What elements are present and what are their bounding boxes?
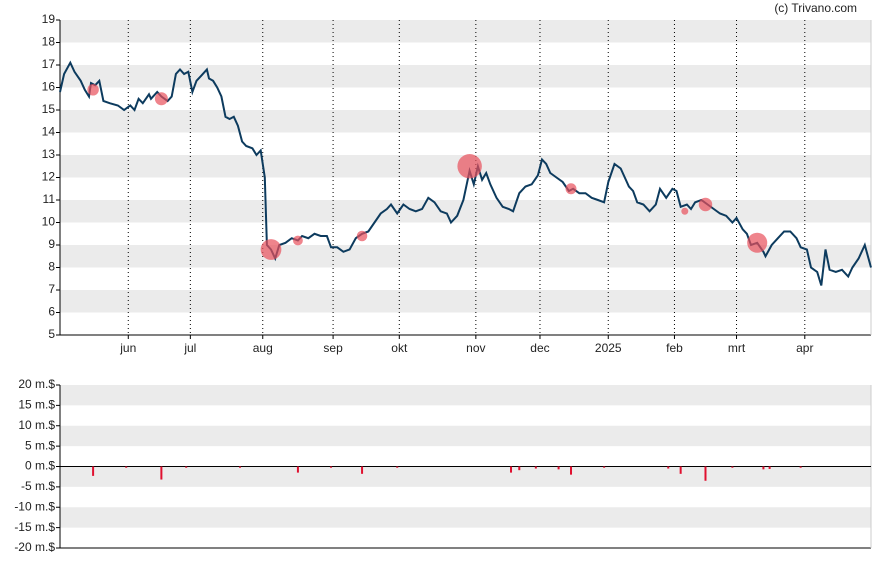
bubble bbox=[87, 84, 99, 96]
price-line bbox=[59, 60, 872, 286]
x-tick-label: mrt bbox=[728, 341, 746, 355]
band bbox=[60, 425, 871, 447]
bubble bbox=[292, 235, 303, 246]
bar bbox=[160, 466, 163, 480]
y-tick-label: 13 bbox=[42, 147, 56, 161]
bar bbox=[534, 466, 537, 469]
y-tick-label: 15 bbox=[42, 102, 56, 116]
bubble bbox=[681, 207, 689, 215]
x-tick-label: jun bbox=[119, 341, 136, 355]
bubble bbox=[356, 230, 368, 242]
y-tick-label: 16 bbox=[42, 80, 56, 94]
bar bbox=[396, 466, 399, 468]
x-tick-label: jul bbox=[183, 341, 196, 355]
y-tick-label: -15 m.$ bbox=[14, 520, 55, 534]
bar bbox=[603, 466, 606, 468]
x-tick-label: feb bbox=[666, 341, 683, 355]
x-tick-label: dec bbox=[530, 341, 549, 355]
bar bbox=[296, 466, 299, 473]
y-tick-label: 18 bbox=[42, 35, 56, 49]
bubble bbox=[698, 197, 713, 212]
y-tick-label: 20 m.$ bbox=[18, 377, 55, 391]
band bbox=[60, 20, 871, 43]
bar bbox=[510, 466, 513, 473]
bubble bbox=[747, 232, 768, 253]
band bbox=[60, 65, 871, 88]
band bbox=[60, 110, 871, 133]
y-tick-label: 7 bbox=[48, 282, 55, 296]
y-tick-label: -5 m.$ bbox=[21, 479, 55, 493]
x-tick-label: sep bbox=[323, 341, 343, 355]
credit: (c) Trivano.com bbox=[774, 1, 857, 15]
band bbox=[60, 200, 871, 223]
bar bbox=[125, 466, 128, 468]
bar bbox=[570, 466, 573, 475]
bar bbox=[518, 466, 521, 471]
y-tick-label: -10 m.$ bbox=[14, 499, 55, 513]
bar bbox=[731, 466, 734, 468]
bar bbox=[679, 466, 682, 474]
x-tick-label: 2025 bbox=[595, 341, 622, 355]
bar bbox=[704, 466, 707, 481]
x-tick-label: aug bbox=[253, 341, 273, 355]
bar bbox=[557, 466, 560, 470]
bar bbox=[238, 466, 241, 468]
bubble bbox=[457, 154, 482, 179]
y-tick-label: 15 m.$ bbox=[18, 398, 55, 412]
bar bbox=[92, 466, 95, 476]
y-tick-label: 0 m.$ bbox=[25, 459, 55, 473]
y-tick-label: -20 m.$ bbox=[14, 540, 55, 554]
bar bbox=[667, 466, 670, 469]
bubble bbox=[260, 239, 282, 260]
y-tick-label: 5 bbox=[48, 327, 55, 341]
y-tick-label: 14 bbox=[42, 125, 56, 139]
y-tick-label: 19 bbox=[42, 12, 56, 26]
y-tick-label: 6 bbox=[48, 305, 55, 319]
y-tick-label: 17 bbox=[42, 57, 56, 71]
x-tick-label: nov bbox=[466, 341, 485, 355]
bubble bbox=[154, 92, 168, 106]
x-tick-label: okt bbox=[391, 341, 408, 355]
y-tick-label: 8 bbox=[48, 260, 55, 274]
band bbox=[60, 290, 871, 313]
bar bbox=[762, 466, 765, 470]
bar bbox=[768, 466, 771, 469]
y-tick-label: 5 m.$ bbox=[25, 438, 55, 452]
y-tick-label: 12 bbox=[42, 170, 56, 184]
bar bbox=[799, 466, 802, 468]
bar bbox=[330, 466, 333, 468]
y-tick-label: 9 bbox=[48, 237, 55, 251]
y-tick-label: 10 bbox=[42, 215, 56, 229]
band bbox=[60, 507, 871, 528]
bar bbox=[361, 466, 364, 474]
x-tick-label: apr bbox=[796, 341, 813, 355]
bar bbox=[185, 466, 188, 468]
bubble bbox=[565, 183, 577, 195]
y-tick-label: 11 bbox=[43, 192, 56, 206]
y-tick-label: 10 m.$ bbox=[18, 418, 55, 432]
band bbox=[60, 466, 871, 487]
band bbox=[60, 385, 871, 406]
